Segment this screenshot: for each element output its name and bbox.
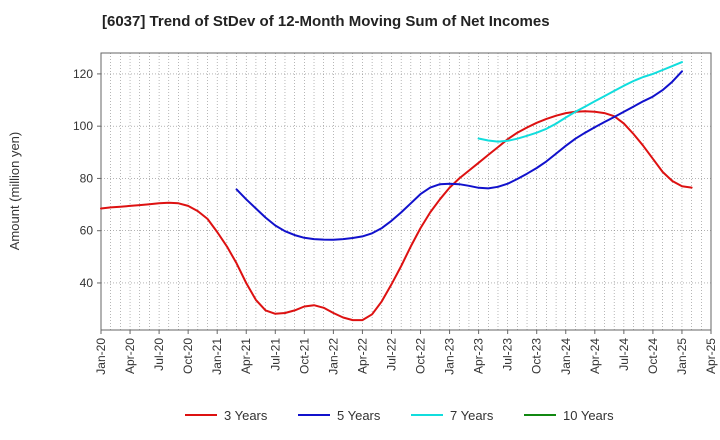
x-tick-label: Jan-25: [675, 338, 689, 375]
x-tick-label: Jan-24: [559, 338, 573, 375]
legend: 3 Years 5 Years 7 Years 10 Years: [185, 408, 614, 423]
legend-label: 7 Years: [450, 408, 494, 423]
plot-area: [101, 53, 711, 330]
grid-layer: [101, 53, 711, 330]
x-tick-label: Apr-20: [123, 338, 137, 374]
plot-frame: [100, 52, 712, 331]
x-tick-label: Oct-24: [646, 338, 660, 374]
x-tick-label: Apr-22: [355, 338, 369, 374]
legend-label: 5 Years: [337, 408, 381, 423]
x-tick-label: Jul-23: [501, 338, 515, 371]
series-line-7-years: [477, 61, 683, 143]
y-tick-label: 120: [73, 67, 93, 81]
x-tick-label: Apr-21: [239, 338, 253, 374]
x-tick-label: Jan-21: [210, 338, 224, 375]
x-tick-label: Apr-24: [588, 338, 602, 374]
series-line-3-years: [100, 110, 693, 322]
x-tick-label: Jan-23: [443, 338, 457, 375]
x-tick-label: Jul-24: [617, 338, 631, 371]
y-tick-label: 60: [80, 224, 94, 238]
x-tick-label: Apr-25: [704, 338, 718, 374]
x-tick-label: Jul-20: [152, 338, 166, 371]
y-tick-label: 40: [80, 276, 94, 290]
x-tick-label: Jul-22: [384, 338, 398, 371]
chart-title: [6037] Trend of StDev of 12-Month Moving…: [102, 13, 550, 30]
y-tick-label: 80: [80, 171, 94, 185]
x-axis-ticks: Jan-20 Apr-20 Jul-20 Oct-20 Jan-21 Apr-21 Jul-…: [94, 330, 718, 375]
y-axis-ticks: 40 60 80 100 120: [73, 67, 101, 290]
x-tick-label: Apr-23: [472, 338, 486, 374]
legend-label: 3 Years: [224, 408, 268, 423]
x-tick-label: Oct-22: [414, 338, 428, 374]
series-layer: [100, 61, 693, 322]
y-axis-title: Amount (million yen): [7, 132, 22, 251]
y-tick-label: 100: [73, 119, 93, 133]
legend-label: 10 Years: [563, 408, 614, 423]
x-tick-label: Oct-23: [530, 338, 544, 374]
x-tick-label: Oct-21: [297, 338, 311, 374]
x-tick-label: Jan-22: [326, 338, 340, 375]
x-tick-label: Oct-20: [181, 338, 195, 374]
series-line-5-years: [235, 70, 683, 241]
x-tick-label: Jul-21: [268, 338, 282, 371]
x-tick-label: Jan-20: [94, 338, 108, 375]
